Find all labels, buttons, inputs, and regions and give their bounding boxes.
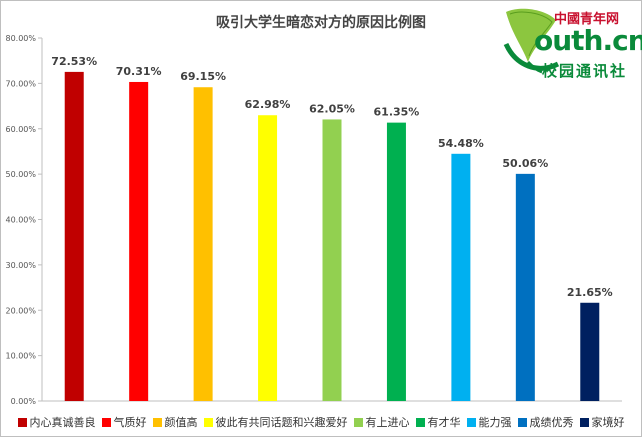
logo-top-text: 中國青年网: [554, 12, 620, 27]
chart-legend: 内心真诚善良 气质好 颜值高 彼此有共同话题和兴趣爱好 有上进心 有才华 能力强 成绩优秀 家境…: [0, 414, 642, 430]
legend-swatch: [101, 418, 111, 427]
bar-data-label: 50.06%: [502, 157, 548, 170]
bar-data-label: 62.98%: [245, 98, 291, 111]
bar-3: [193, 87, 213, 401]
y-tick-label: 30.00%: [5, 261, 36, 270]
legend-label: 内心真诚善良: [29, 416, 96, 429]
bar-1: [64, 71, 84, 401]
y-tick-label: 60.00%: [5, 125, 36, 134]
legend-swatch: [579, 418, 589, 427]
y-tick-label: 40.00%: [5, 216, 36, 225]
legend-item: 气质好: [101, 414, 147, 430]
logo-mid-text: outh.cn: [534, 24, 642, 57]
legend-label: 气质好: [113, 416, 147, 429]
legend-swatch: [152, 418, 162, 427]
legend-swatch: [17, 418, 27, 427]
bar-5: [322, 119, 342, 402]
ginkgo-leaf-icon: [503, 8, 560, 74]
legend-item: 成绩优秀: [517, 414, 574, 430]
bar-data-label: 70.31%: [116, 65, 162, 78]
legend-label: 有才华: [427, 416, 461, 429]
y-tick-label: 20.00%: [5, 306, 36, 315]
legend-item: 能力强: [466, 414, 512, 430]
y-tick-label: 0.00%: [11, 397, 37, 406]
bar-data-label: 72.53%: [51, 55, 97, 68]
bar-data-label: 62.05%: [309, 102, 355, 115]
legend-label: 有上进心: [365, 416, 410, 429]
legend-item: 有上进心: [353, 414, 410, 430]
chart-title: 吸引大学生暗恋对方的原因比例图: [216, 15, 426, 31]
bar-9: [580, 302, 600, 401]
bar-2: [129, 81, 149, 401]
legend-swatch: [415, 418, 425, 427]
legend-item: 家境好: [579, 414, 625, 430]
legend-label: 成绩优秀: [529, 416, 574, 429]
bar-data-label: 69.15%: [180, 70, 226, 83]
y-tick-label: 10.00%: [5, 352, 36, 361]
bar-data-label: 21.65%: [567, 286, 613, 299]
legend-label: 彼此有共同话题和兴趣爱好: [215, 416, 348, 429]
bar-data-label: 54.48%: [438, 137, 484, 150]
logo-bottom-text: 校园通讯社: [542, 62, 628, 80]
bar-4: [258, 115, 278, 402]
legend-swatch: [203, 418, 213, 427]
legend-item: 彼此有共同话题和兴趣爱好: [203, 414, 348, 430]
legend-label: 颜值高: [164, 416, 198, 429]
y-tick-label: 70.00%: [5, 79, 36, 88]
legend-swatch: [353, 418, 363, 427]
bar-7: [451, 153, 471, 401]
bar-data-label: 61.35%: [374, 106, 420, 119]
legend-label: 家境好: [591, 416, 625, 429]
bar-8: [515, 173, 535, 401]
legend-swatch: [466, 418, 476, 427]
y-tick-label: 50.00%: [5, 170, 36, 179]
legend-item: 颜值高: [152, 414, 198, 430]
legend-item: 有才华: [415, 414, 461, 430]
youth-cn-logo: 中國青年网 outh.cn 校园通讯社: [498, 4, 642, 82]
legend-swatch: [517, 418, 527, 427]
bar-6: [386, 122, 406, 401]
legend-item: 内心真诚善良: [17, 414, 96, 430]
legend-label: 能力强: [478, 416, 512, 429]
y-tick-label: 80.00%: [5, 34, 36, 43]
